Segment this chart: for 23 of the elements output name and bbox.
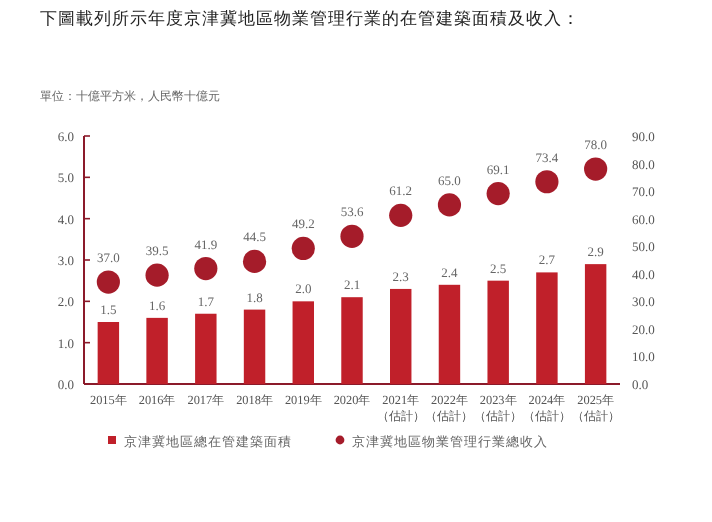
bar [243,309,266,384]
bar [487,280,509,384]
point [486,181,510,206]
point [584,157,608,181]
bar [195,313,217,384]
point [194,256,218,281]
bar [146,317,168,384]
point [340,224,364,248]
bar [292,301,314,384]
point [437,193,462,217]
point [389,203,413,227]
point [535,170,559,194]
chart-title: 下圖載列所示年度京津冀地區物業管理行業的在管建築面積及收入： [40,8,580,28]
bar [584,264,607,384]
bar [536,272,558,384]
bar [390,288,412,384]
point [96,270,120,294]
bar [438,284,461,384]
point [145,263,169,287]
point [242,249,267,273]
bar [97,322,120,384]
bar [341,297,363,384]
point [291,236,315,261]
